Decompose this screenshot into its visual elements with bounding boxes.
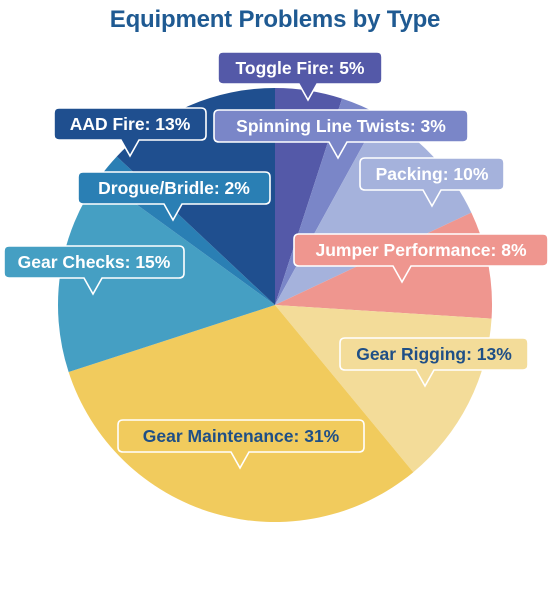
data-label-toggle-fire: Toggle Fire: 5% (236, 58, 365, 78)
callout-box (117, 419, 365, 470)
pie-slices (57, 87, 492, 522)
data-label-packing: Packing: 10% (376, 164, 489, 184)
callout-box (3, 245, 185, 296)
callout-box (217, 51, 383, 102)
callout-drogue-bridle: Drogue/Bridle: 2% (77, 171, 271, 222)
callout-packing: Packing: 10% (359, 157, 505, 208)
data-label-gear-rigging: Gear Rigging: 13% (356, 344, 512, 364)
callout-box (359, 157, 505, 208)
callout-box (339, 337, 529, 388)
callout-spinning-line-twists: Spinning Line Twists: 3% (213, 109, 469, 160)
slice-callouts: Toggle Fire: 5% Spinning Line Twists: 3% P… (3, 51, 549, 470)
data-label-gear-checks: Gear Checks: 15% (18, 252, 171, 272)
callout-aad-fire: AAD Fire: 13% (53, 107, 207, 158)
callout-gear-rigging: Gear Rigging: 13% (339, 337, 529, 388)
callout-gear-maintenance: Gear Maintenance: 31% (117, 419, 365, 470)
pie-slice-gear-maintenance (68, 305, 414, 522)
data-label-aad-fire: AAD Fire: 13% (70, 114, 191, 134)
data-label-jumper-performance: Jumper Performance: 8% (315, 240, 526, 260)
data-label-drogue-bridle: Drogue/Bridle: 2% (98, 178, 250, 198)
callout-box (77, 171, 271, 222)
data-label-spinning-line-twists: Spinning Line Twists: 3% (236, 116, 446, 136)
callout-gear-checks: Gear Checks: 15% (3, 245, 185, 296)
callout-toggle-fire: Toggle Fire: 5% (217, 51, 383, 102)
callout-box (213, 109, 469, 160)
callout-box (53, 107, 207, 158)
callout-box (293, 233, 549, 284)
data-label-gear-maintenance: Gear Maintenance: 31% (143, 426, 340, 446)
callout-jumper-performance: Jumper Performance: 8% (293, 233, 549, 284)
chart-title: Equipment Problems by Type (109, 6, 441, 33)
